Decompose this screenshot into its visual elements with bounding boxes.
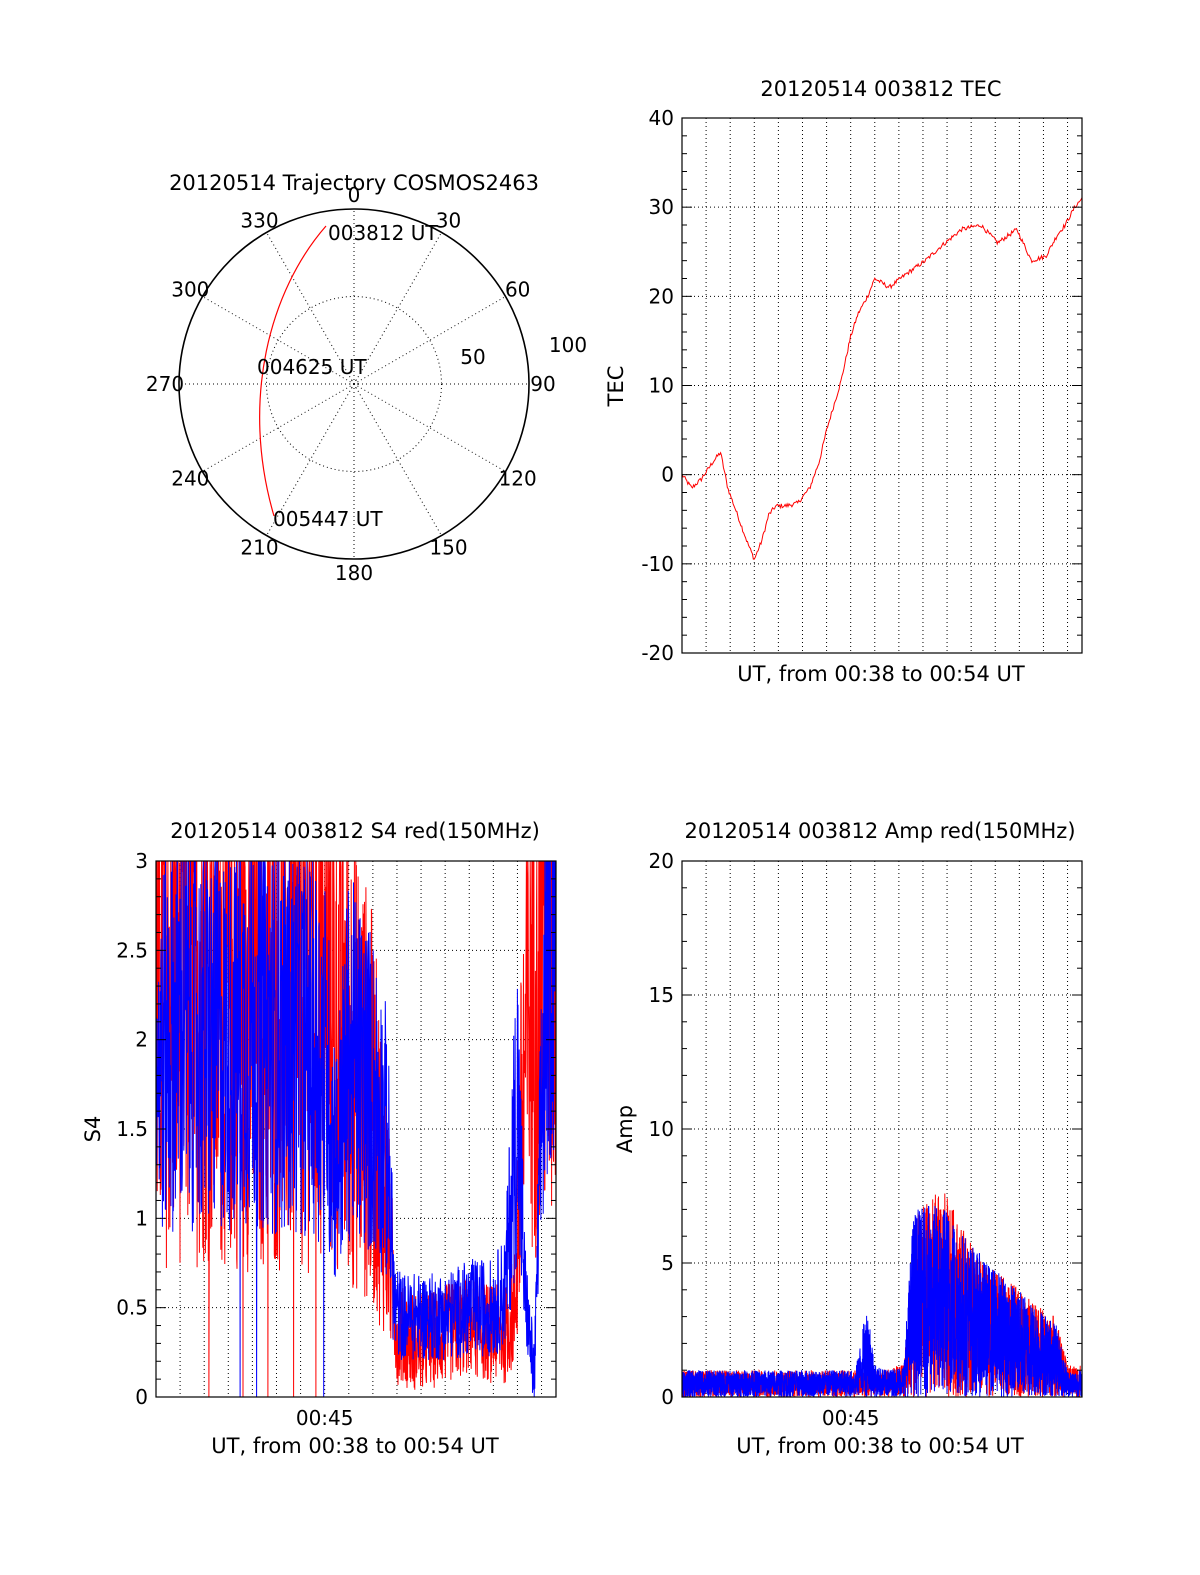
tec-x-axis-label: UT, from 00:38 to 00:54 UT — [737, 662, 1025, 686]
amp-title: 20120514 003812 Amp red(150MHz) — [684, 819, 1075, 843]
polar-azimuth-label-60: 60 — [505, 278, 530, 302]
polar-azimuth-label-240: 240 — [171, 467, 209, 491]
s4-series-blue-line — [155, 860, 556, 1398]
amp-panel: 20120514 003812 Amp red(150MHz) 0 5 10 15 20… — [613, 819, 1083, 1458]
amp-y-ticks: 0 5 10 15 20 00:45 — [649, 849, 1082, 1430]
polar-title: 20120514 Trajectory COSMOS2463 — [169, 171, 539, 195]
s4-y-tick-label: 0.5 — [116, 1296, 148, 1320]
polar-trajectory-panel: 20120514 Trajectory COSMOS2463 0 30 60 90 12… — [146, 171, 587, 585]
tec-y-ticks: -20 -10 0 10 20 30 40 — [641, 106, 1082, 665]
amp-grid — [682, 861, 1082, 1397]
polar-radius-label-50: 50 — [460, 345, 485, 369]
s4-y-tick-label: 1.5 — [116, 1117, 148, 1141]
s4-x-axis-label: UT, from 00:38 to 00:54 UT — [211, 1434, 499, 1458]
polar-grid — [179, 209, 529, 559]
amp-y-tick-label: 5 — [661, 1251, 674, 1275]
amp-x-tick-label: 00:45 — [822, 1406, 880, 1430]
tec-grid — [682, 118, 1082, 653]
amp-y-tick-label: 10 — [649, 1117, 674, 1141]
amp-y-tick-label: 20 — [649, 849, 674, 873]
s4-y-tick-label: 0 — [135, 1385, 148, 1409]
tec-y-tick-label: 10 — [649, 374, 674, 398]
tec-title: 20120514 003812 TEC — [760, 77, 1001, 101]
tec-y-tick-label: -20 — [641, 641, 674, 665]
trajectory-start-label: 003812 UT — [328, 221, 438, 245]
amp-x-axis-label: UT, from 00:38 to 00:54 UT — [736, 1434, 1024, 1458]
polar-spoke-60 — [353, 296, 506, 385]
tec-series-red-line — [681, 197, 1083, 560]
amp-series — [681, 1193, 1083, 1398]
tec-y-tick-label: 40 — [649, 106, 674, 130]
amp-y-tick-label: 0 — [661, 1385, 674, 1409]
amp-y-tick-label: 15 — [649, 983, 674, 1007]
polar-outer-circle — [178, 208, 530, 560]
trajectory-curve — [259, 225, 327, 517]
s4-y-tick-label: 3 — [135, 849, 148, 873]
s4-y-tick-label: 2 — [135, 1028, 148, 1052]
tec-y-tick-label: 0 — [661, 463, 674, 487]
tec-y-axis-label: TEC — [604, 366, 628, 408]
tec-series — [681, 197, 1083, 560]
polar-azimuth-label-90: 90 — [530, 372, 555, 396]
polar-azimuth-label-30: 30 — [436, 208, 461, 232]
polar-spoke-120 — [353, 383, 506, 472]
polar-radius-label-100: 100 — [549, 333, 587, 357]
tec-y-tick-label: -10 — [641, 552, 674, 576]
s4-y-tick-label: 1 — [135, 1206, 148, 1230]
polar-azimuth-label-270: 270 — [146, 372, 184, 396]
s4-panel: 20120514 003812 S4 red(150MHz) 0 0.5 1 1.5 2… — [81, 819, 557, 1458]
s4-y-axis-label: S4 — [81, 1116, 105, 1143]
amp-series-blue-line — [681, 1205, 1083, 1398]
trajectory-mid-label: 004625 UT — [257, 355, 367, 379]
tec-panel: 20120514 003812 TEC -20 -10 0 10 20 30 40 UT, … — [604, 77, 1083, 686]
polar-azimuth-labels: 0 30 60 90 120 150 180 210 240 270 300 330 — [146, 183, 556, 585]
s4-y-tick-label: 2.5 — [116, 938, 148, 962]
s4-title: 20120514 003812 S4 red(150MHz) — [170, 819, 540, 843]
polar-azimuth-label-180: 180 — [335, 561, 373, 585]
polar-azimuth-label-330: 330 — [240, 208, 278, 232]
trajectory-end-label: 005447 UT — [273, 507, 383, 531]
s4-series — [155, 860, 557, 1398]
polar-azimuth-label-0: 0 — [348, 183, 361, 207]
polar-azimuth-label-150: 150 — [429, 536, 467, 560]
polar-spoke-30 — [353, 232, 442, 385]
s4-x-tick-label: 00:45 — [296, 1406, 354, 1430]
polar-azimuth-label-300: 300 — [171, 278, 209, 302]
amp-y-axis-label: Amp — [613, 1105, 637, 1153]
polar-azimuth-label-120: 120 — [499, 467, 537, 491]
polar-ring-50 — [266, 296, 442, 472]
tec-y-tick-label: 30 — [649, 195, 674, 219]
polar-azimuth-label-210: 210 — [240, 536, 278, 560]
tec-y-tick-label: 20 — [649, 284, 674, 308]
s4-y-ticks: 0 0.5 1 1.5 2 2.5 3 00:45 — [116, 849, 556, 1430]
